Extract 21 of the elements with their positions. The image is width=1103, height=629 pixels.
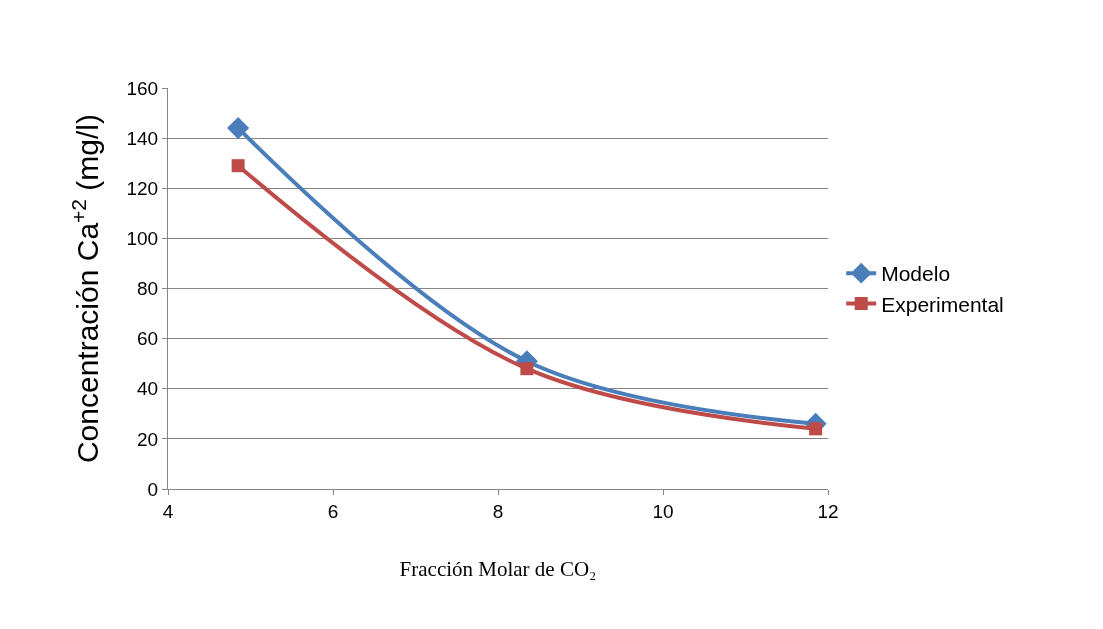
legend-label: Experimental <box>881 292 1004 316</box>
legend-label: Modelo <box>881 262 951 286</box>
y-tick-label: 160 <box>126 77 159 99</box>
point <box>231 159 245 173</box>
x-axis-title: Fracción Molar de CO₂ <box>399 557 597 581</box>
y-tick-label: 40 <box>137 378 159 400</box>
x-tick-label: 6 <box>327 500 339 522</box>
x-tick-label: 4 <box>162 500 174 522</box>
x-tick-label: 12 <box>817 500 839 522</box>
x-tick-label: 10 <box>652 500 674 522</box>
y-tick-label: 100 <box>126 228 159 250</box>
point <box>227 117 250 140</box>
point <box>520 362 534 376</box>
y-tick-label: 80 <box>137 278 159 300</box>
y-tick-label: 20 <box>137 428 159 450</box>
y-tick-label: 120 <box>126 177 159 199</box>
y-tick-label: 60 <box>137 328 159 350</box>
y-tick-label: 140 <box>126 127 159 149</box>
point <box>809 422 823 436</box>
x-tick-label: 8 <box>492 500 504 522</box>
y-tick-label: 0 <box>147 478 159 500</box>
